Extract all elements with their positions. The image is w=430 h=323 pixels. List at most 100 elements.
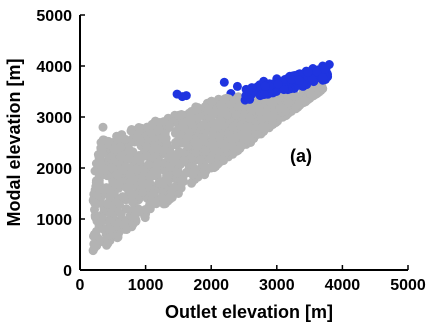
gray-data-point — [155, 178, 164, 188]
axes-layer — [79, 15, 408, 271]
gray-data-point — [243, 132, 253, 142]
gray-data-point — [147, 120, 157, 130]
gray-data-point — [253, 130, 262, 139]
gray-data-point — [105, 225, 115, 234]
gray-data-point — [171, 137, 181, 147]
gray-data-point — [208, 119, 218, 129]
gray-data-point — [261, 107, 271, 117]
gray-data-point — [121, 135, 130, 144]
gray-data-point — [148, 141, 158, 150]
gray-data-point — [236, 141, 246, 151]
gray-data-point — [201, 146, 211, 156]
gray-data-point — [239, 123, 249, 133]
gray-data-point — [210, 161, 220, 171]
blue-data-point — [312, 67, 322, 77]
y-ticks: 0 1000 2000 3000 4000 5000 — [36, 8, 85, 280]
gray-data-point — [137, 177, 147, 187]
gray-data-point — [220, 144, 230, 153]
gray-data-point — [125, 176, 135, 186]
gray-data-point — [106, 189, 116, 199]
gray-data-point — [157, 193, 167, 203]
gray-data-point — [205, 154, 215, 164]
gray-data-point — [127, 147, 136, 157]
gray-data-point — [98, 223, 108, 233]
y-tick-label: 4000 — [36, 59, 72, 76]
gray-data-point — [231, 110, 241, 120]
gray-data-point — [172, 168, 182, 178]
gray-data-point — [172, 129, 182, 139]
gray-data-point — [267, 99, 277, 109]
gray-data-point — [97, 162, 106, 172]
gray-data-point — [144, 160, 153, 169]
blue-data-point — [181, 91, 191, 101]
gray-data-point — [180, 137, 190, 147]
blue-data-point — [318, 73, 328, 82]
gray-data-point — [116, 142, 126, 152]
gray-data-point — [228, 122, 238, 132]
gray-data-point — [245, 113, 255, 123]
gray-data-point — [129, 212, 139, 222]
gray-data-point — [141, 151, 151, 161]
gray-data-point — [89, 239, 99, 249]
gray-data-point — [275, 104, 285, 113]
gray-data-point — [146, 128, 156, 138]
gray-data-point — [254, 106, 264, 116]
gray-data-point — [203, 105, 213, 115]
gray-data-point — [94, 177, 104, 186]
points-layer — [88, 60, 334, 256]
gray-data-point — [89, 231, 98, 241]
y-tick-label: 1000 — [36, 212, 72, 229]
x-axis-label: Outlet elevation [m] — [165, 302, 333, 322]
gray-data-point — [117, 165, 127, 175]
gray-data-point — [153, 158, 163, 168]
gray-data-point — [119, 219, 129, 229]
gray-data-point — [168, 183, 178, 192]
y-tick-label: 2000 — [36, 161, 72, 178]
gray-data-point — [318, 84, 328, 94]
gray-data-point — [148, 189, 158, 199]
y-tick-label: 3000 — [36, 110, 72, 127]
gray-data-point — [138, 187, 148, 197]
gray-data-point — [308, 91, 318, 101]
gray-data-point — [97, 216, 107, 226]
gray-data-point — [140, 205, 150, 215]
gray-data-point — [103, 199, 112, 209]
gray-data-point — [186, 107, 196, 116]
gray-data-point — [284, 98, 293, 108]
gray-data-point — [233, 102, 243, 112]
x-ticks: 0 1000 2000 3000 4000 5000 — [76, 265, 426, 294]
x-tick-label: 1000 — [128, 277, 164, 294]
gray-data-point — [268, 117, 277, 127]
x-tick-label: 0 — [76, 277, 85, 294]
gray-data-point — [126, 126, 136, 136]
x-tick-label: 5000 — [390, 277, 426, 294]
gray-data-point — [188, 169, 198, 179]
gray-data-point — [126, 188, 136, 198]
gray-data-point — [165, 192, 175, 202]
gray-data-point — [176, 110, 186, 119]
gray-data-point — [146, 169, 156, 179]
gray-data-point — [98, 122, 108, 132]
gray-data-point — [150, 196, 160, 206]
gray-data-point — [197, 121, 207, 131]
gray-data-point — [134, 123, 144, 132]
gray-data-point — [216, 116, 226, 126]
blue-data-point — [259, 90, 269, 99]
blue-data-point — [307, 74, 317, 84]
panel-annotation: (a) — [290, 146, 312, 166]
gray-data-point — [155, 118, 165, 127]
gray-data-point — [131, 164, 141, 174]
gray-data-point — [164, 122, 174, 132]
gray-data-point — [193, 103, 203, 112]
gray-data-point — [121, 204, 131, 214]
gray-data-point — [226, 99, 236, 109]
y-tick-label: 0 — [63, 263, 72, 280]
blue-data-point — [232, 81, 242, 91]
gray-data-point — [229, 133, 238, 143]
gray-data-point — [299, 96, 309, 106]
blue-data-point — [273, 79, 283, 89]
gray-data-point — [125, 170, 135, 179]
gray-data-point — [145, 177, 155, 187]
blue-data-point — [260, 81, 270, 91]
gray-data-point — [216, 108, 226, 118]
